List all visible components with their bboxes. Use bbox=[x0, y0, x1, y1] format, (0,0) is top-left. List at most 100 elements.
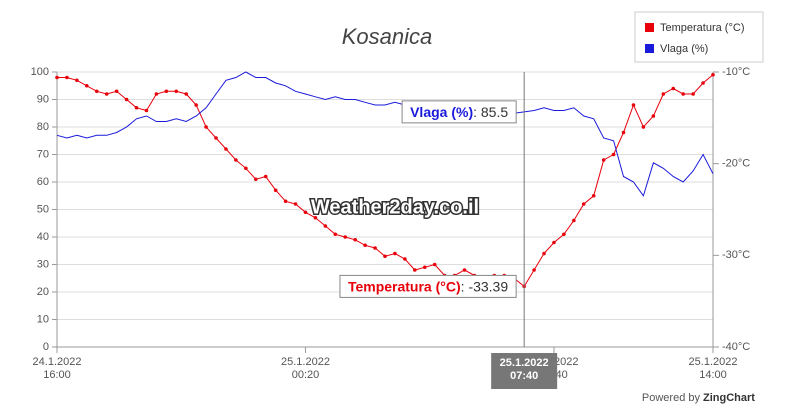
y2-tick-label: -20°C bbox=[722, 158, 750, 170]
y-tick-label: 10 bbox=[37, 313, 49, 325]
y-tick-label: 40 bbox=[37, 231, 49, 243]
point bbox=[154, 92, 159, 96]
point bbox=[413, 268, 417, 272]
point bbox=[711, 72, 715, 77]
point bbox=[253, 177, 258, 182]
y2-tick-label: -10°C bbox=[722, 66, 750, 78]
point bbox=[244, 166, 248, 171]
y-tick-label: 20 bbox=[37, 286, 49, 298]
tooltip-box bbox=[339, 274, 517, 298]
point bbox=[94, 89, 99, 94]
point bbox=[373, 246, 377, 250]
point bbox=[184, 92, 189, 96]
credit-brand: ZingChart bbox=[703, 392, 755, 404]
watermark: Weather2day.co.il bbox=[311, 196, 479, 218]
legend-label: Vlaga (%) bbox=[660, 43, 708, 55]
point bbox=[383, 254, 387, 259]
tooltip-value: 85.5 bbox=[481, 104, 508, 120]
crosshair-label: 25.1.2022 07:40 bbox=[500, 357, 549, 382]
point bbox=[403, 257, 407, 261]
point bbox=[313, 215, 318, 220]
y2-tick-label: -40°C bbox=[722, 341, 750, 353]
point bbox=[283, 199, 288, 204]
point bbox=[75, 78, 79, 83]
y-tick-label: 60 bbox=[37, 176, 49, 188]
point bbox=[701, 81, 705, 85]
point bbox=[293, 202, 298, 206]
y-tick-label: 80 bbox=[37, 121, 49, 133]
point bbox=[194, 103, 198, 107]
point bbox=[681, 92, 685, 96]
legend-swatch bbox=[645, 44, 654, 53]
point bbox=[323, 224, 328, 228]
point bbox=[631, 103, 636, 107]
point bbox=[363, 243, 367, 248]
point bbox=[353, 237, 357, 242]
point bbox=[661, 92, 666, 96]
tooltip-box bbox=[401, 100, 517, 124]
point bbox=[65, 75, 69, 80]
point bbox=[393, 251, 397, 256]
tooltip-text: Vlaga (%): 85.5 bbox=[410, 104, 508, 120]
point bbox=[581, 202, 586, 206]
point bbox=[621, 130, 626, 135]
x-tick-label: 25.1.2022 14:00 bbox=[689, 356, 738, 381]
point bbox=[55, 75, 59, 80]
point bbox=[641, 125, 646, 129]
point bbox=[611, 152, 616, 157]
point bbox=[214, 136, 218, 140]
point bbox=[343, 235, 348, 239]
point bbox=[333, 232, 338, 237]
x-tick-label: 25.1.2022 00:20 bbox=[281, 356, 330, 381]
y-tick-label: 0 bbox=[43, 341, 49, 353]
point bbox=[601, 158, 606, 162]
point bbox=[234, 158, 238, 162]
legend-swatch bbox=[645, 23, 654, 32]
series-line bbox=[56, 71, 714, 197]
y-tick-label: 90 bbox=[37, 93, 49, 105]
point bbox=[552, 240, 556, 245]
grid: 0 10 20 30 40 50 60 70 80 90 100 -40°C -30°C -20°C -10… bbox=[31, 66, 751, 381]
tooltip-series: Temperatura (°C) bbox=[348, 278, 461, 294]
point bbox=[204, 125, 208, 129]
point bbox=[671, 86, 676, 91]
tooltip-series: Vlaga (%) bbox=[410, 104, 473, 120]
point bbox=[303, 210, 308, 215]
legend-box bbox=[634, 11, 764, 63]
point bbox=[85, 83, 89, 88]
point bbox=[562, 232, 566, 237]
point bbox=[542, 251, 546, 256]
y-tick-label: 30 bbox=[37, 258, 49, 270]
point bbox=[572, 218, 576, 223]
plot bbox=[55, 71, 715, 289]
point bbox=[462, 268, 467, 272]
point bbox=[174, 89, 179, 94]
credit-prefix: Powered by bbox=[642, 392, 701, 404]
legend-label: Temperatura (°C) bbox=[660, 22, 744, 34]
tooltip-value: -33.39 bbox=[468, 278, 508, 294]
point bbox=[144, 108, 149, 113]
point bbox=[651, 114, 656, 118]
point bbox=[691, 92, 695, 96]
y-tick-label: 50 bbox=[37, 203, 49, 215]
tooltip: Vlaga (%): 85.5 bbox=[401, 100, 517, 124]
point bbox=[224, 147, 228, 151]
point bbox=[263, 174, 268, 179]
point bbox=[164, 89, 169, 94]
crosshair-label-bg bbox=[491, 353, 558, 389]
overlay: Weather2day.co.il 25.1.2022 07:40 Temperatu… bbox=[309, 11, 764, 404]
y-tick-label: 70 bbox=[37, 148, 49, 160]
chart-title: Kosanica bbox=[342, 24, 433, 49]
point bbox=[134, 105, 139, 110]
point bbox=[273, 188, 278, 193]
point bbox=[104, 92, 109, 96]
point bbox=[124, 97, 129, 102]
tooltip-text: Temperatura (°C): -33.39 bbox=[348, 278, 508, 294]
point bbox=[114, 89, 119, 94]
point bbox=[591, 193, 596, 198]
y2-tick-label: -30°C bbox=[722, 249, 750, 261]
point bbox=[432, 262, 437, 267]
tooltip: Temperatura (°C): -33.39 bbox=[339, 274, 517, 298]
point bbox=[532, 268, 536, 272]
